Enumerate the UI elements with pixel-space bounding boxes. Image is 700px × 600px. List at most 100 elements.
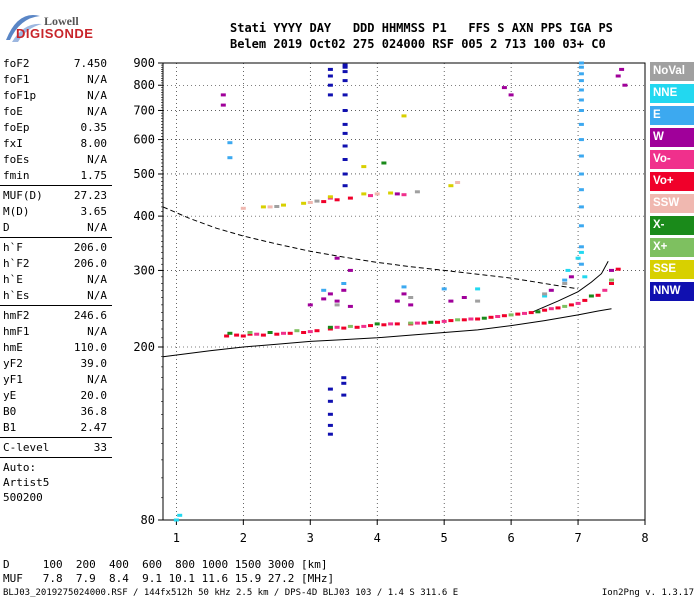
echo-mark — [342, 122, 348, 126]
echo-mark — [368, 194, 373, 198]
scaled-parameters-panel: foF2 7.450 foF1 N/A foF1p N/A foE N/A foEp 0.35 fx… — [0, 56, 112, 505]
echo-mark — [327, 292, 333, 296]
y-tick-label: 400 — [133, 209, 155, 223]
param-label: h`F2 — [3, 257, 30, 270]
param-label: D — [3, 221, 10, 234]
echo-mark — [448, 319, 454, 323]
param-row: fxI 8.00 — [0, 136, 112, 152]
echo-mark — [342, 172, 348, 176]
echo-mark — [327, 74, 333, 78]
echo-mark — [578, 245, 584, 249]
echo-mark — [381, 161, 387, 165]
echo-mark — [578, 65, 584, 69]
echo-mark — [388, 322, 394, 326]
echo-mark — [327, 412, 333, 416]
param-value: 206.0 — [73, 257, 107, 270]
echo-mark — [294, 329, 300, 333]
param-value: 39.0 — [80, 357, 108, 370]
echo-mark — [361, 192, 367, 196]
echo-mark — [227, 331, 233, 335]
echo-mark — [361, 165, 367, 169]
param-row: foEp 0.35 — [0, 120, 112, 136]
legend-item: Vo- — [650, 150, 694, 169]
echo-mark — [327, 327, 333, 331]
echo-mark — [381, 323, 387, 327]
y-tick-label: 300 — [133, 263, 155, 277]
echo-mark — [341, 381, 347, 385]
param-row: foF2 7.450 — [0, 56, 112, 72]
param-value: 1.75 — [80, 169, 108, 182]
echo-mark — [307, 201, 313, 204]
echo-mark — [501, 314, 507, 318]
echo-mark — [327, 432, 333, 436]
echo-mark — [501, 86, 507, 90]
echo-mark — [307, 303, 313, 307]
echo-mark — [588, 294, 594, 298]
echo-mark — [565, 268, 571, 272]
echo-mark — [542, 292, 548, 296]
param-value: 0.35 — [80, 121, 108, 134]
echo-mark — [240, 206, 246, 210]
echo-mark — [342, 158, 348, 161]
echo-mark — [461, 318, 467, 322]
echo-mark — [578, 188, 584, 192]
param-label: foE — [3, 105, 23, 118]
echo-mark — [240, 334, 246, 338]
echo-mark — [441, 287, 447, 291]
echo-mark — [327, 423, 333, 427]
param-row: B0 36.8 — [0, 404, 112, 420]
param-label: hmF1 — [3, 325, 30, 338]
echo-mark — [481, 316, 487, 320]
param-label: M(D) — [3, 205, 30, 218]
echo-mark — [354, 325, 360, 329]
echo-mark — [342, 63, 348, 67]
param-row: M(D) 3.65 — [0, 204, 112, 220]
param-row: yE 20.0 — [0, 388, 112, 404]
y-tick-label: 800 — [133, 78, 155, 92]
param-label: B1 — [3, 421, 17, 434]
param-value: N/A — [87, 153, 107, 166]
legend-item: NoVal — [650, 62, 694, 81]
param-row: h`E N/A — [0, 272, 112, 288]
echo-mark — [475, 299, 481, 303]
echo-mark — [327, 83, 333, 87]
echo-mark — [575, 256, 581, 260]
echo-mark — [515, 312, 521, 316]
echo-mark — [495, 315, 501, 318]
echo-mark — [394, 192, 400, 196]
dashed-curve — [162, 206, 579, 290]
echo-mark — [455, 181, 461, 184]
echo-mark — [508, 93, 514, 97]
legend-item: X+ — [650, 238, 694, 257]
echo-mark — [347, 268, 353, 272]
echo-mark — [334, 198, 340, 202]
param-value: 206.0 — [73, 241, 107, 254]
echo-mark — [227, 141, 233, 145]
param-value: N/A — [87, 289, 107, 302]
echo-mark — [578, 79, 584, 83]
echo-mark — [220, 93, 226, 97]
x-tick-label: 8 — [641, 531, 648, 545]
echo-mark — [528, 311, 534, 315]
legend-item: NNW — [650, 282, 694, 301]
param-label: h`F — [3, 241, 23, 254]
param-row: foEs N/A — [0, 152, 112, 168]
param-label: h`E — [3, 273, 23, 286]
param-value: 3.65 — [80, 205, 108, 218]
echo-mark — [334, 256, 340, 260]
echo-mark — [342, 131, 348, 135]
echo-mark — [421, 321, 427, 325]
param-row: hmF2 246.6 — [0, 308, 112, 324]
footer-muf-row: MUF 7.8 7.9 8.4 9.1 10.1 11.6 15.9 27.2 … — [3, 572, 335, 585]
echo-mark — [327, 195, 333, 199]
legend-item: SSW — [650, 194, 694, 213]
echo-mark — [578, 138, 584, 142]
param-value: 36.8 — [80, 405, 108, 418]
profile-curve — [531, 260, 609, 314]
param-label: yF2 — [3, 357, 23, 370]
file-info: BLJ03_2019275024000.RSF / 144fx512h 50 k… — [3, 588, 459, 598]
echo-mark — [455, 318, 461, 322]
param-value: 246.6 — [73, 309, 107, 322]
echo-mark — [578, 262, 584, 266]
echo-mark — [441, 319, 447, 323]
